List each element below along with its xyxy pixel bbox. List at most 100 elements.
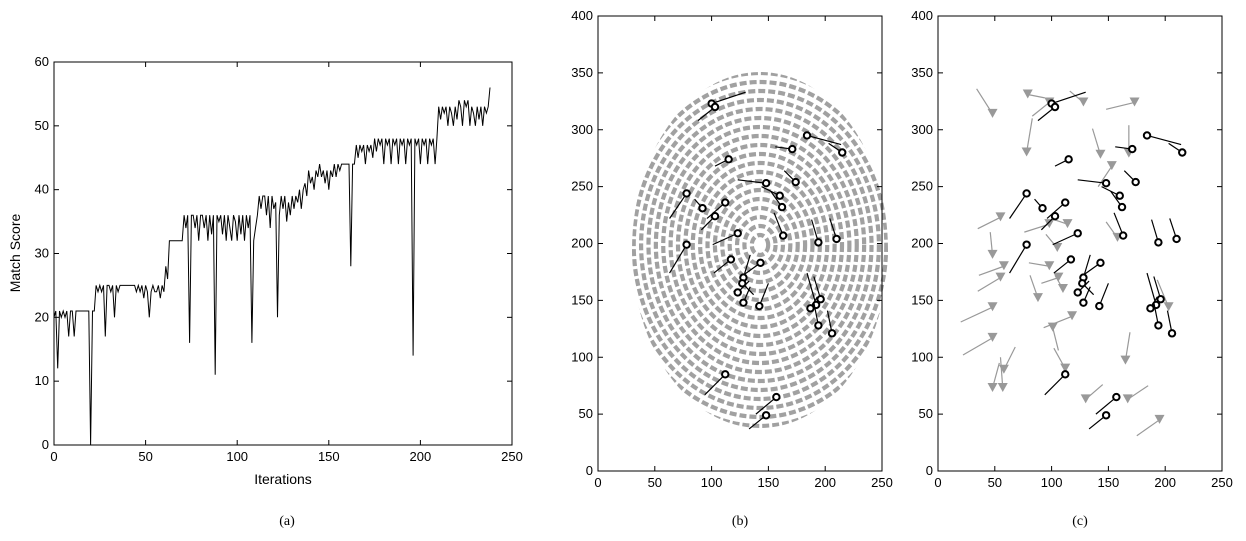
y-tick-label: 400: [571, 8, 593, 23]
reference-minutia-point: [1050, 102, 1060, 112]
y-tick-label: 0: [926, 463, 933, 478]
fingerprint-image: [632, 72, 888, 428]
query-minutia-direction: [1097, 165, 1113, 187]
query-minutia-point: [987, 108, 998, 118]
x-tick-label: 250: [1211, 475, 1233, 490]
y-tick-label: 10: [35, 373, 49, 388]
minutia-point: [739, 298, 748, 307]
fingerprint-ridge: [632, 72, 888, 428]
y-tick-label: 30: [35, 246, 49, 261]
minutia-point: [814, 238, 823, 247]
minutia-direction: [669, 244, 688, 274]
fingerprint-ridge: [632, 72, 888, 420]
y-tick-label: 250: [571, 179, 593, 194]
reference-minutia-point: [1050, 212, 1060, 221]
reference-minutia-point: [1112, 392, 1121, 402]
reference-minutia-point: [1096, 258, 1105, 268]
query-minutia-point: [998, 261, 1009, 271]
reference-minutia-direction: [1009, 244, 1028, 274]
reference-minutia-point: [1154, 321, 1163, 330]
query-minutia-direction: [962, 337, 993, 356]
fingerprint-ridge: [632, 72, 888, 428]
minutia-point: [761, 411, 771, 420]
minutia-point: [721, 370, 730, 379]
query-minutia-point: [1060, 363, 1071, 373]
x-tick-label: 150: [318, 449, 340, 464]
minutia-point: [733, 229, 742, 238]
query-minutia-direction: [977, 277, 1001, 292]
query-minutia-point: [987, 302, 998, 312]
fingerprint-ridge: [698, 169, 822, 321]
panel-a-caption: (a): [279, 514, 295, 529]
y-tick-label: 350: [571, 65, 593, 80]
query-minutia-point: [987, 382, 998, 392]
y-tick-label: 100: [911, 349, 933, 364]
query-minutia-point: [1163, 302, 1174, 312]
query-minutia-point: [1057, 284, 1068, 293]
fingerprint-ridge: [638, 97, 881, 393]
fingerprint-ridge: [742, 223, 778, 267]
y-tick-label: 350: [911, 65, 933, 80]
x-tick-label: 0: [934, 475, 941, 490]
reference-minutia-point: [1101, 179, 1111, 188]
reference-minutia-point: [1117, 202, 1127, 212]
x-tick-label: 200: [814, 475, 836, 490]
y-tick-label: 300: [571, 122, 593, 137]
minutia-point: [733, 288, 742, 297]
reference-minutia-point: [1079, 298, 1088, 307]
minutia-direction: [806, 134, 842, 146]
query-minutia-direction: [1136, 419, 1160, 437]
reference-minutia-point: [1131, 177, 1140, 187]
query-minutia-point: [1062, 219, 1073, 229]
fingerprint-ridge: [632, 79, 888, 411]
minutia-point: [802, 131, 812, 140]
fingerprint-minutiae-plot: 0 50 100 150 200 250 0 50 100 150 200 250 300 350 400: [571, 8, 893, 490]
y-tick-label: 200: [571, 236, 593, 251]
reference-minutia-point: [1038, 204, 1047, 213]
reference-minutia-point: [1101, 411, 1111, 420]
query-minutia-point: [1044, 261, 1055, 271]
minutia-point: [761, 179, 771, 188]
minutiae-alignment-plot: 0 50 100 150 200 250 0 50 100 150 200 250 300 350 400: [911, 8, 1233, 490]
match-score-plot: 0 50 100 150 200 250 0 10 20 30 40 50 60: [35, 54, 523, 464]
y-tick-label: 50: [919, 406, 933, 421]
query-minutia-direction: [1052, 327, 1059, 351]
x-tick-label: 100: [226, 449, 248, 464]
fingerprint-ridge: [749, 232, 771, 258]
reference-minutia-point: [1146, 304, 1155, 313]
x-tick-label: 100: [701, 475, 723, 490]
x-tick-label: 150: [1098, 475, 1120, 490]
panel-c-caption: (c): [1072, 514, 1088, 529]
query-minutia-direction: [1105, 101, 1135, 110]
minutia-point: [838, 148, 847, 157]
query-minutia-point: [1154, 414, 1165, 424]
reference-minutia-point: [1156, 295, 1165, 304]
reference-minutia-point: [1078, 279, 1087, 288]
query-minutia-direction: [999, 357, 1004, 389]
reference-minutia-direction: [1077, 179, 1107, 184]
reference-minutia-point: [1022, 189, 1031, 198]
x-tick-label: 250: [871, 475, 893, 490]
minutia-point: [816, 295, 825, 304]
query-minutia-direction: [1027, 93, 1045, 99]
x-tick-label: 50: [988, 475, 1002, 490]
axes-frame: [937, 15, 1223, 472]
minutia-point: [726, 255, 736, 264]
fingerprint-ridge: [661, 124, 859, 366]
minutia-point: [738, 279, 747, 288]
fingerprint-ridges: [632, 72, 888, 428]
reference-minutia-point: [1073, 288, 1082, 297]
query-minutia-point: [1047, 322, 1058, 332]
fingerprint-ridge: [727, 205, 793, 285]
query-minutia-point: [1078, 97, 1089, 107]
reference-minutia-point: [1118, 231, 1128, 240]
reference-minutia-direction: [1044, 373, 1066, 396]
minutia-point: [788, 144, 797, 154]
minutia-point: [775, 191, 784, 200]
minutia-direction: [737, 179, 767, 184]
minutia-point: [710, 102, 720, 112]
fingerprint-ridge: [734, 214, 786, 276]
minutia-point: [756, 258, 765, 268]
y-tick-label: 50: [35, 118, 49, 133]
